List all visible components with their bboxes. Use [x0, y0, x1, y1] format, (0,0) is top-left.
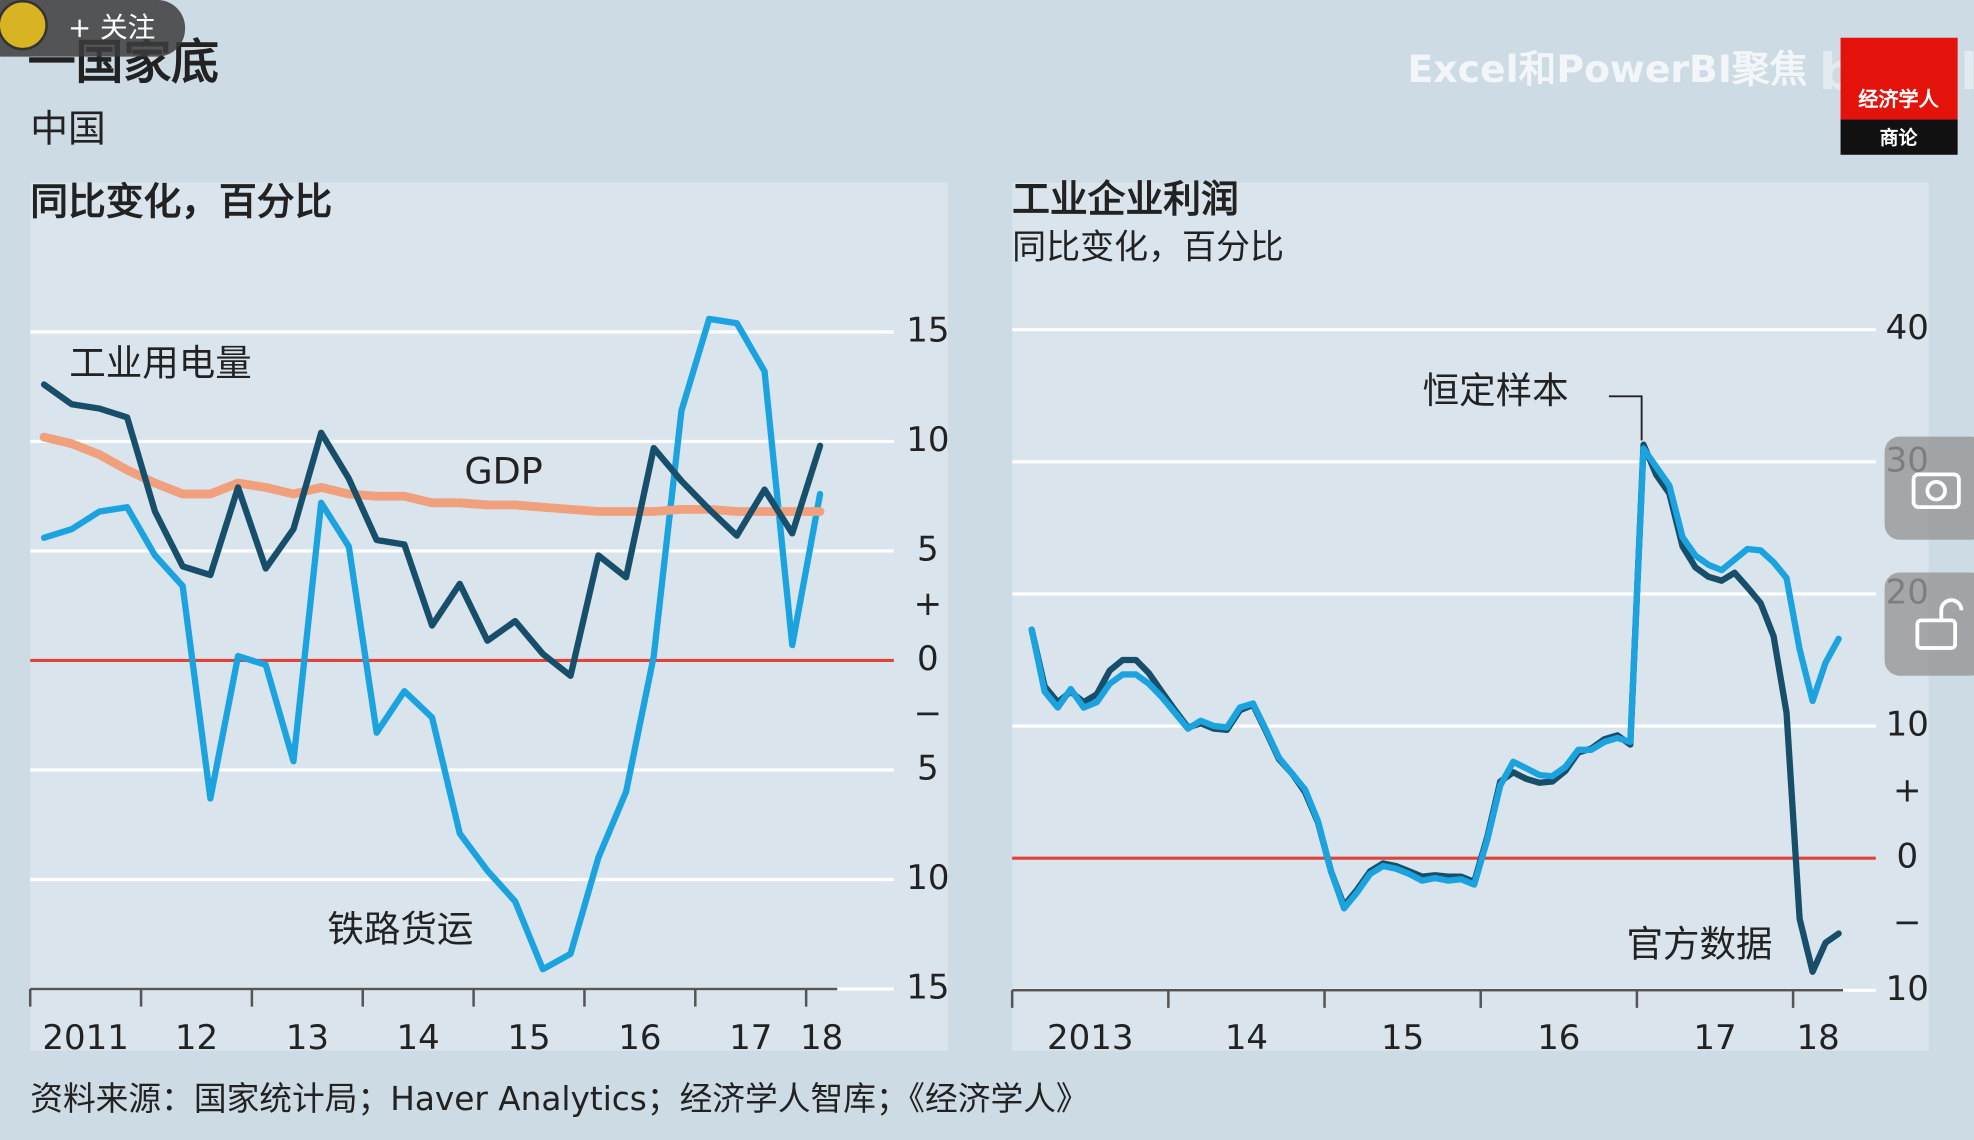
- panel-subtitle: 同比变化，百分比: [30, 179, 332, 223]
- lock-icon: [1915, 618, 1958, 650]
- page-subtitle: 中国: [30, 106, 106, 150]
- y-tick-label: 10: [906, 420, 949, 460]
- panel: [1012, 182, 1929, 1051]
- series-label: GDP: [464, 450, 542, 493]
- sign-label: +: [1893, 771, 1921, 811]
- y-tick-label: 5: [917, 529, 939, 569]
- x-tick-label: 14: [397, 1018, 440, 1058]
- x-tick-label: 15: [1381, 1018, 1424, 1058]
- series-label: 恒定样本: [1423, 369, 1569, 412]
- sign-label: +: [914, 584, 942, 624]
- panel-subtitle: 同比变化，百分比: [1012, 228, 1284, 268]
- follow-button[interactable]: [0, 0, 186, 57]
- logo-box: [1840, 37, 1958, 120]
- watermark: Excel和PowerBI聚焦: [1407, 47, 1807, 91]
- y-tick-label: 5: [917, 748, 939, 788]
- logo-sub-box: [1840, 119, 1958, 155]
- sign-label: −: [914, 694, 942, 734]
- x-tick-label: 16: [1537, 1018, 1580, 1058]
- x-tick-label: 16: [618, 1018, 661, 1058]
- x-tick-label: 15: [507, 1018, 550, 1058]
- series-label: 工业用电量: [69, 341, 251, 384]
- x-tick-label: 17: [1693, 1018, 1736, 1058]
- follow-text[interactable]: + 关注: [68, 11, 155, 44]
- avatar[interactable]: [0, 0, 48, 51]
- camera-icon: [1925, 480, 1947, 502]
- y-tick-label: 40: [1886, 308, 1929, 348]
- x-tick-label: 2013: [1047, 1018, 1133, 1058]
- x-tick-label: 18: [800, 1018, 843, 1058]
- y-tick-label: 10: [906, 858, 949, 898]
- series-line: [40, 381, 824, 679]
- series-label: 官方数据: [1627, 923, 1773, 966]
- y-tick-label: 15: [906, 310, 949, 350]
- x-tick-label: 17: [729, 1018, 772, 1058]
- x-tick-label: 12: [175, 1018, 218, 1058]
- sign-label: −: [1893, 903, 1921, 943]
- lock-button[interactable]: [1884, 572, 1974, 676]
- camera-button[interactable]: [1884, 436, 1974, 540]
- x-tick-label: 18: [1796, 1018, 1839, 1058]
- y-tick-label: 0: [917, 639, 939, 679]
- logo-text: 经济学人: [1858, 87, 1939, 111]
- x-tick-label: 2011: [42, 1018, 128, 1058]
- logo-sub-text: 商论: [1880, 126, 1919, 149]
- series-line: [39, 432, 825, 516]
- y-tick-label: 0: [1896, 837, 1918, 877]
- series-line: [40, 315, 824, 973]
- panel: [30, 182, 948, 1051]
- x-tick-label: 14: [1225, 1018, 1268, 1058]
- lock-icon: [1939, 598, 1964, 621]
- y-tick-label: 10: [1886, 705, 1929, 745]
- y-tick-label: 10: [1886, 969, 1929, 1009]
- y-tick-label: 15: [906, 968, 949, 1008]
- plots: 15 10 5 0 5 10 15 + − 2011 12 13 14 15 16 17 18 铁路货运 GDP 工业…: [28, 308, 1929, 1058]
- x-tick-label: 13: [286, 1018, 329, 1058]
- series-line: [1028, 445, 1842, 912]
- camera-icon: [1911, 472, 1961, 509]
- lock-button-bg[interactable]: [1884, 572, 1974, 676]
- series-label: 铁路货运: [327, 908, 473, 951]
- source-note: 资料来源：国家统计局；Haver Analytics；经济学人智库；《经济学人》: [30, 1080, 1088, 1118]
- panel-title: 工业企业利润: [1012, 177, 1239, 221]
- leader-line: [1608, 395, 1643, 441]
